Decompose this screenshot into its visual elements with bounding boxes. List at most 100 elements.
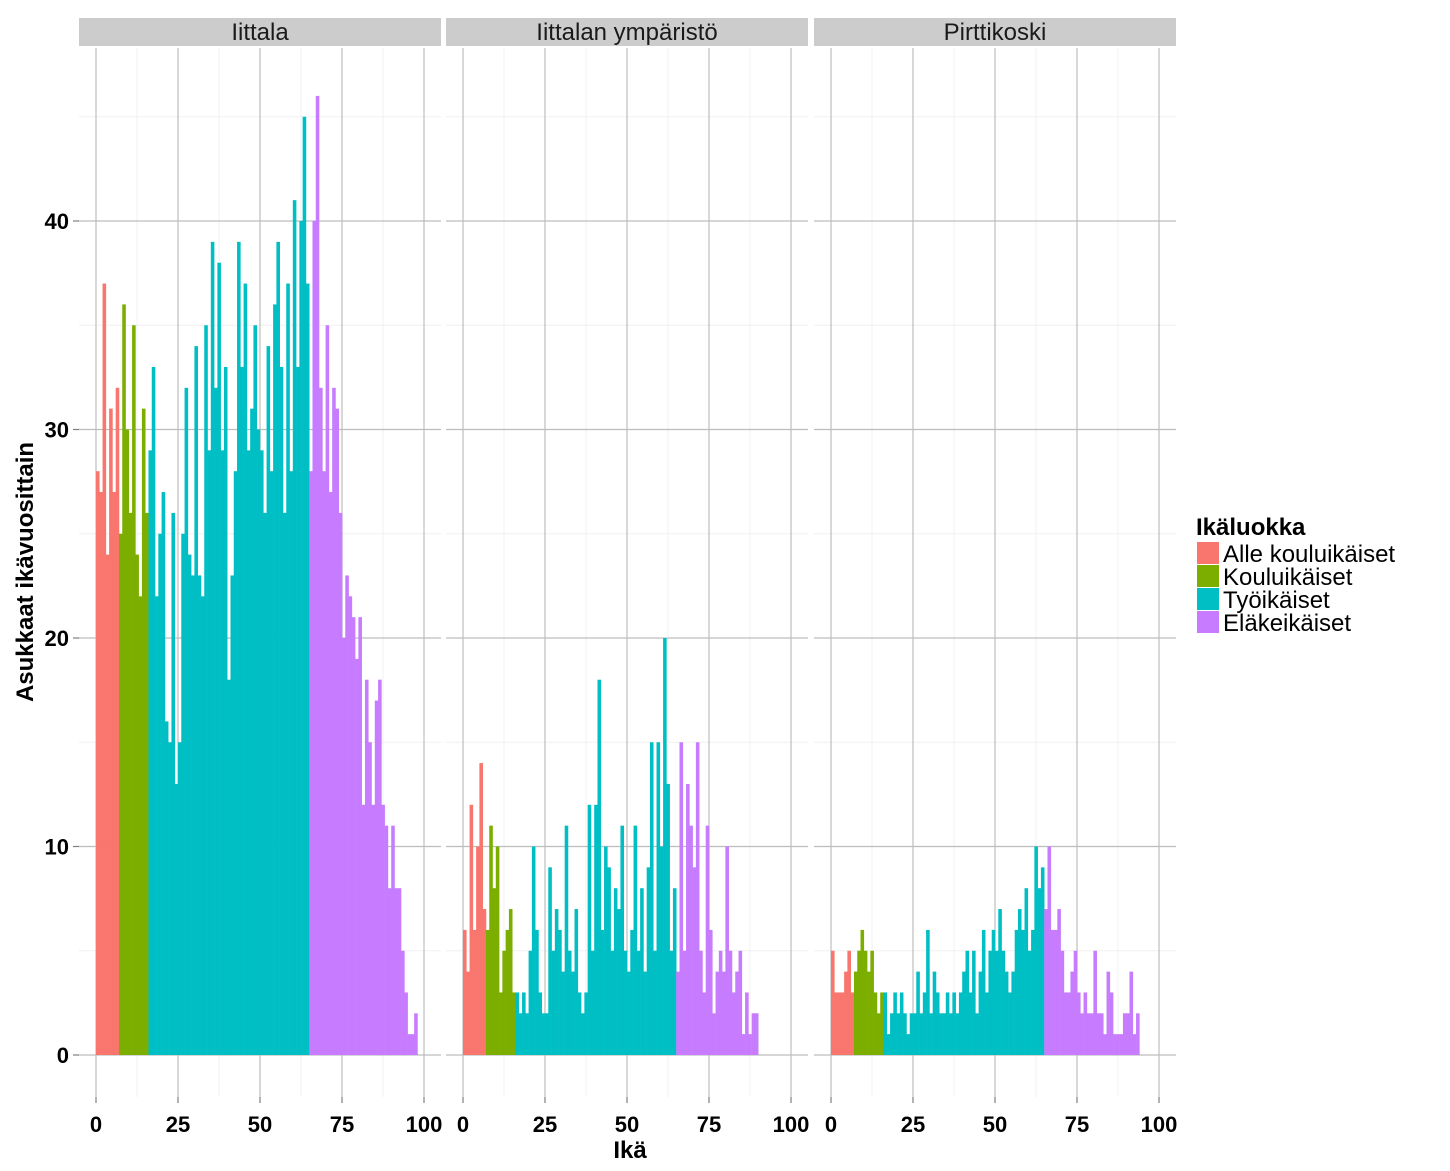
bar: [368, 742, 372, 1055]
bar: [351, 617, 356, 1055]
bar: [692, 867, 697, 1055]
bar: [253, 325, 258, 1055]
bar: [397, 888, 402, 1055]
bar: [141, 408, 146, 1055]
bar: [210, 241, 215, 1056]
bar: [469, 804, 474, 1055]
legend-swatch: [1197, 542, 1219, 564]
bar: [364, 679, 369, 1055]
bar: [184, 387, 189, 1055]
legend-entry: Työikäiset: [1197, 587, 1330, 614]
bar: [518, 1013, 523, 1055]
facet-strip: [79, 18, 441, 46]
facet-strip: [814, 18, 1176, 46]
bar: [1122, 1013, 1127, 1055]
bar: [548, 867, 552, 1055]
x-tick-label: 50: [248, 1112, 272, 1137]
bar: [751, 1013, 756, 1055]
bar: [1083, 992, 1088, 1055]
bar: [250, 408, 254, 1055]
bar: [269, 471, 274, 1055]
bar: [214, 387, 218, 1055]
legend-label: Kouluikäiset: [1223, 564, 1353, 591]
bar: [355, 658, 359, 1055]
bar: [656, 742, 661, 1055]
bar: [988, 950, 993, 1055]
bar: [623, 950, 628, 1055]
bar: [554, 909, 559, 1055]
bar: [401, 950, 405, 1055]
bar: [302, 116, 307, 1055]
bar: [128, 512, 133, 1055]
bar: [975, 1013, 979, 1055]
bar: [1073, 950, 1078, 1055]
bar: [922, 992, 927, 1055]
bar: [847, 950, 851, 1055]
bar: [155, 596, 159, 1055]
bar: [597, 679, 602, 1055]
bar: [991, 929, 996, 1055]
legend-swatch: [1197, 588, 1219, 610]
bar: [1116, 1034, 1120, 1055]
panel-1: Iittala: [79, 18, 441, 1097]
bar: [669, 950, 674, 1055]
bar: [962, 971, 966, 1055]
axes: 0 10 20 30 40 0 25 50 75 100 0 25 50 75 100 0 25 50 75 100…: [12, 209, 1177, 1164]
bar: [476, 846, 480, 1055]
bar: [237, 241, 241, 1056]
legend-entries: Alle kouluikäisetKouluikäisetTyöikäisetE…: [1197, 541, 1395, 637]
bar: [220, 450, 225, 1056]
bar: [1017, 909, 1022, 1055]
bar: [709, 929, 713, 1055]
x-tick-label: 0: [90, 1112, 102, 1137]
bar: [715, 971, 720, 1055]
x-tick-label: 0: [457, 1112, 469, 1137]
bar: [305, 283, 310, 1055]
bar: [512, 992, 516, 1055]
x-axis-ticks: 0 25 50 75 100 0 25 50 75 100 0 25 50 75 100: [90, 1097, 1177, 1137]
bar: [391, 825, 395, 1055]
bar: [535, 929, 539, 1055]
bar: [1099, 1013, 1104, 1055]
bar: [949, 1013, 953, 1055]
bar: [407, 1034, 412, 1055]
bar: [384, 825, 389, 1055]
bar: [545, 1013, 549, 1055]
bar: [725, 846, 729, 1055]
y-tick-label: 30: [45, 418, 69, 443]
bar: [567, 950, 572, 1055]
bar: [197, 575, 202, 1055]
x-tick-label: 0: [825, 1112, 837, 1137]
bar: [522, 992, 526, 1055]
panels: Iittala Iittalan ympäristö Pirttikoski: [79, 18, 1176, 1097]
y-axis-title: Asukkaat ikävuosittain: [12, 442, 39, 702]
bar: [118, 533, 123, 1055]
bar: [132, 325, 136, 1055]
bar: [404, 992, 408, 1055]
bar: [1034, 846, 1038, 1055]
x-tick-label: 75: [330, 1112, 354, 1137]
bar: [151, 366, 156, 1055]
bar: [958, 992, 963, 1055]
bar: [863, 950, 868, 1055]
bar: [926, 929, 930, 1055]
bar: [1086, 1013, 1091, 1055]
bar: [571, 971, 575, 1055]
bar: [505, 929, 510, 1055]
bar: [1008, 992, 1012, 1055]
bar: [148, 450, 153, 1056]
bar: [840, 992, 845, 1055]
bar: [636, 950, 641, 1055]
bar: [942, 1013, 947, 1055]
bar: [387, 888, 392, 1055]
bar: [145, 512, 149, 1055]
bar: [260, 450, 264, 1056]
bar: [1021, 929, 1025, 1055]
bar: [712, 1013, 716, 1055]
bar: [187, 554, 192, 1055]
bar: [207, 450, 212, 1056]
bar: [837, 992, 842, 1055]
bar: [945, 992, 950, 1055]
bar: [161, 492, 166, 1055]
